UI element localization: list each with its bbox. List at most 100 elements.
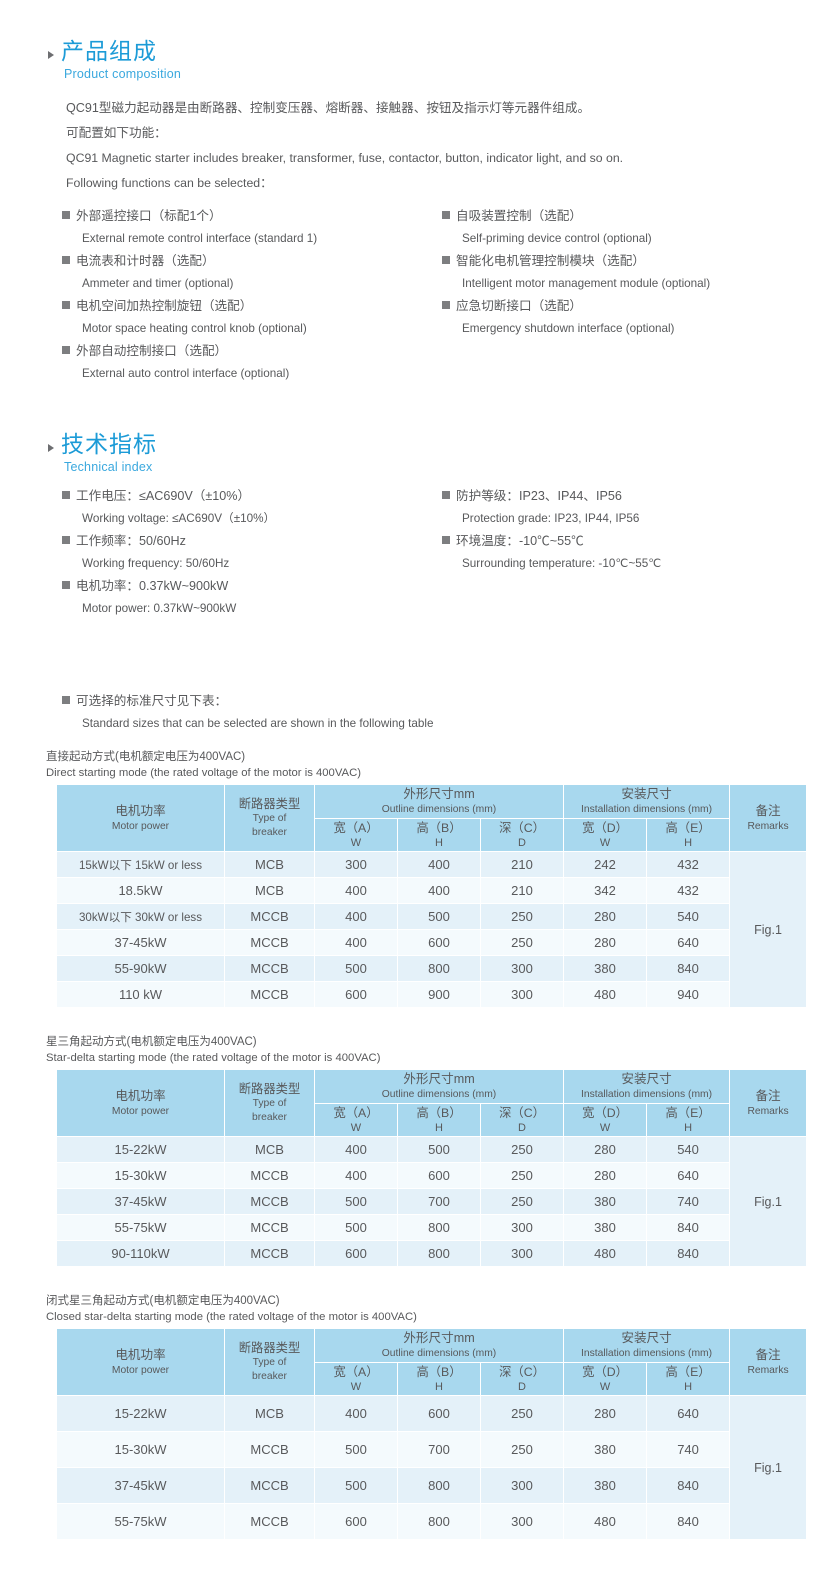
- list-item-label-cn: 电机空间加热控制旋钮（选配）: [76, 299, 253, 313]
- th-label-cn: 断路器类型: [238, 797, 301, 811]
- feature-list-left-column: 外部遥控接口（标配1个） External remote control int…: [62, 205, 442, 385]
- list-item-label-en: Intelligent motor management module (opt…: [462, 277, 711, 290]
- list-item: 工作电压：≤AC690V（±10%）: [62, 485, 442, 507]
- cell-b: 700: [397, 1188, 481, 1215]
- th-motor-power: 电机功率 Motor power: [56, 1328, 225, 1396]
- th-label-en2: breaker: [252, 1371, 287, 1382]
- cell-motor-power: 15kW以下 15kW or less: [56, 851, 225, 878]
- th-label-cn: 宽（A）: [333, 1365, 379, 1379]
- square-bullet-icon: [62, 256, 70, 264]
- triangle-bullet-icon: [48, 444, 54, 452]
- th-depth-c: 深（C） D: [479, 1362, 565, 1396]
- th-breaker-type: 断路器类型 Type of breaker: [224, 1069, 315, 1137]
- th-label-en: W: [350, 1381, 362, 1393]
- list-item-label-en: External remote control interface (stand…: [82, 232, 318, 245]
- cell-b: 500: [397, 1136, 481, 1163]
- table-header-row: 电机功率 Motor power 断路器类型 Type of breaker 外…: [56, 1069, 808, 1137]
- th-installation-dimensions: 安装尺寸 Installation dimensions (mm): [563, 1069, 731, 1104]
- cell-e: 740: [646, 1431, 731, 1468]
- cell-a: 400: [314, 903, 398, 930]
- cell-breaker: MCB: [224, 851, 315, 878]
- cell-e: 640: [646, 929, 731, 956]
- th-remarks: 备注 Remarks: [729, 784, 808, 852]
- square-bullet-icon: [62, 211, 70, 219]
- th-height-b: 高（B） H: [397, 1362, 481, 1396]
- cell-b: 600: [397, 1395, 481, 1432]
- th-label-en: H: [684, 1122, 693, 1134]
- feature-list-right-column: 自吸装置控制（选配） Self-priming device control (…: [442, 205, 822, 385]
- list-item: 智能化电机管理控制模块（选配）: [442, 250, 822, 272]
- table-body: 15-22kW MCB 400 500 250 280 540 Fig.1 15…: [56, 1136, 808, 1267]
- list-item: 外部自动控制接口（选配）: [62, 340, 442, 362]
- cell-breaker: MCCB: [224, 1214, 315, 1241]
- cell-breaker: MCCB: [224, 1503, 315, 1540]
- cell-e: 940: [646, 981, 731, 1008]
- spec-label-en: Working frequency: 50/60Hz: [82, 557, 230, 570]
- th-label-cn: 宽（A）: [333, 1106, 379, 1120]
- cell-c: 300: [479, 1467, 565, 1504]
- cell-e: 840: [646, 1503, 731, 1540]
- cell-breaker: MCB: [224, 1395, 315, 1432]
- cell-motor-power: 15-30kW: [56, 1162, 225, 1189]
- cell-d: 342: [563, 877, 648, 904]
- cell-b: 600: [397, 1162, 481, 1189]
- th-remarks: 备注 Remarks: [729, 1328, 808, 1396]
- table-row: 18.5kW MCB 400 400 210 342 432: [56, 877, 807, 904]
- cell-motor-power: 18.5kW: [56, 877, 225, 904]
- cell-remarks: Fig.1: [729, 851, 808, 1008]
- th-label-cn: 深（C）: [499, 1365, 545, 1379]
- cell-b: 800: [397, 1467, 481, 1504]
- th-label-en: Outline dimensions (mm): [381, 804, 497, 815]
- th-motor-power: 电机功率 Motor power: [56, 784, 225, 852]
- th-label-en: Outline dimensions (mm): [381, 1348, 497, 1359]
- square-bullet-icon: [62, 346, 70, 354]
- cell-motor-power: 55-75kW: [56, 1503, 225, 1540]
- spec-label-cn: 工作电压：≤AC690V（±10%）: [76, 489, 251, 503]
- feature-list: 外部遥控接口（标配1个） External remote control int…: [0, 205, 830, 385]
- th-height-e: 高（E） H: [646, 818, 731, 852]
- list-item: 外部遥控接口（标配1个）: [62, 205, 442, 227]
- list-item-label-en: Emergency shutdown interface (optional): [462, 322, 675, 335]
- cell-a: 400: [314, 877, 398, 904]
- th-label-en: D: [518, 1381, 526, 1393]
- list-item-label-cn: 自吸装置控制（选配）: [456, 209, 582, 223]
- table-caption-closed-star-delta: 闭式星三角起动方式(电机额定电压为400VAC) Closed star-del…: [0, 1293, 830, 1325]
- th-label-en: W: [599, 1381, 611, 1393]
- cell-c: 250: [479, 929, 565, 956]
- cell-a: 600: [314, 1503, 398, 1540]
- spec-label-cn: 电机功率：0.37kW~900kW: [76, 579, 229, 593]
- spec-label-cn: 环境温度：-10℃~55℃: [456, 534, 584, 548]
- square-bullet-icon: [442, 536, 450, 544]
- cell-b: 500: [397, 903, 481, 930]
- cell-c: 300: [479, 981, 565, 1008]
- table-row: 15-30kW MCCB 400 600 250 280 640: [56, 1162, 807, 1189]
- cell-e: 840: [646, 955, 731, 982]
- th-remarks: 备注 Remarks: [729, 1069, 808, 1137]
- th-label-en: Motor power: [111, 820, 170, 832]
- table-subheader-row: 宽（A） W 高（B） H 深（C） D 宽（D） W 高（E） H: [57, 1362, 807, 1396]
- cell-breaker: MCB: [224, 1136, 315, 1163]
- cell-a: 500: [314, 1188, 398, 1215]
- th-width-a: 宽（A） W: [314, 818, 398, 852]
- cell-e: 640: [646, 1162, 731, 1189]
- cell-motor-power: 15-22kW: [56, 1395, 225, 1432]
- square-bullet-icon: [62, 696, 70, 704]
- section-heading: 产品组成 Product composition: [0, 38, 830, 84]
- cell-c: 250: [479, 1136, 565, 1163]
- cell-b: 800: [397, 955, 481, 982]
- cell-a: 600: [314, 1240, 398, 1267]
- th-label-en: W: [350, 837, 362, 849]
- list-item-label-en: Ammeter and timer (optional): [82, 277, 234, 290]
- spec-list: 工作电压：≤AC690V（±10%） Working voltage: ≤AC6…: [0, 485, 830, 620]
- th-label-cn: 外形尺寸mm: [403, 1072, 475, 1086]
- list-item: 可选择的标准尺寸见下表：: [62, 690, 830, 712]
- th-label-cn: 深（C）: [499, 1106, 545, 1120]
- cell-remarks: Fig.1: [729, 1136, 808, 1267]
- square-bullet-icon: [442, 256, 450, 264]
- th-label-cn: 宽（D）: [582, 1365, 628, 1379]
- th-label-en: Outline dimensions (mm): [381, 1089, 497, 1100]
- th-label-cn: 高（E）: [665, 821, 711, 835]
- table-caption-direct-start: 直接起动方式(电机额定电压为400VAC) Direct starting mo…: [0, 749, 830, 781]
- cell-motor-power: 37-45kW: [56, 929, 225, 956]
- cell-d: 380: [563, 1467, 648, 1504]
